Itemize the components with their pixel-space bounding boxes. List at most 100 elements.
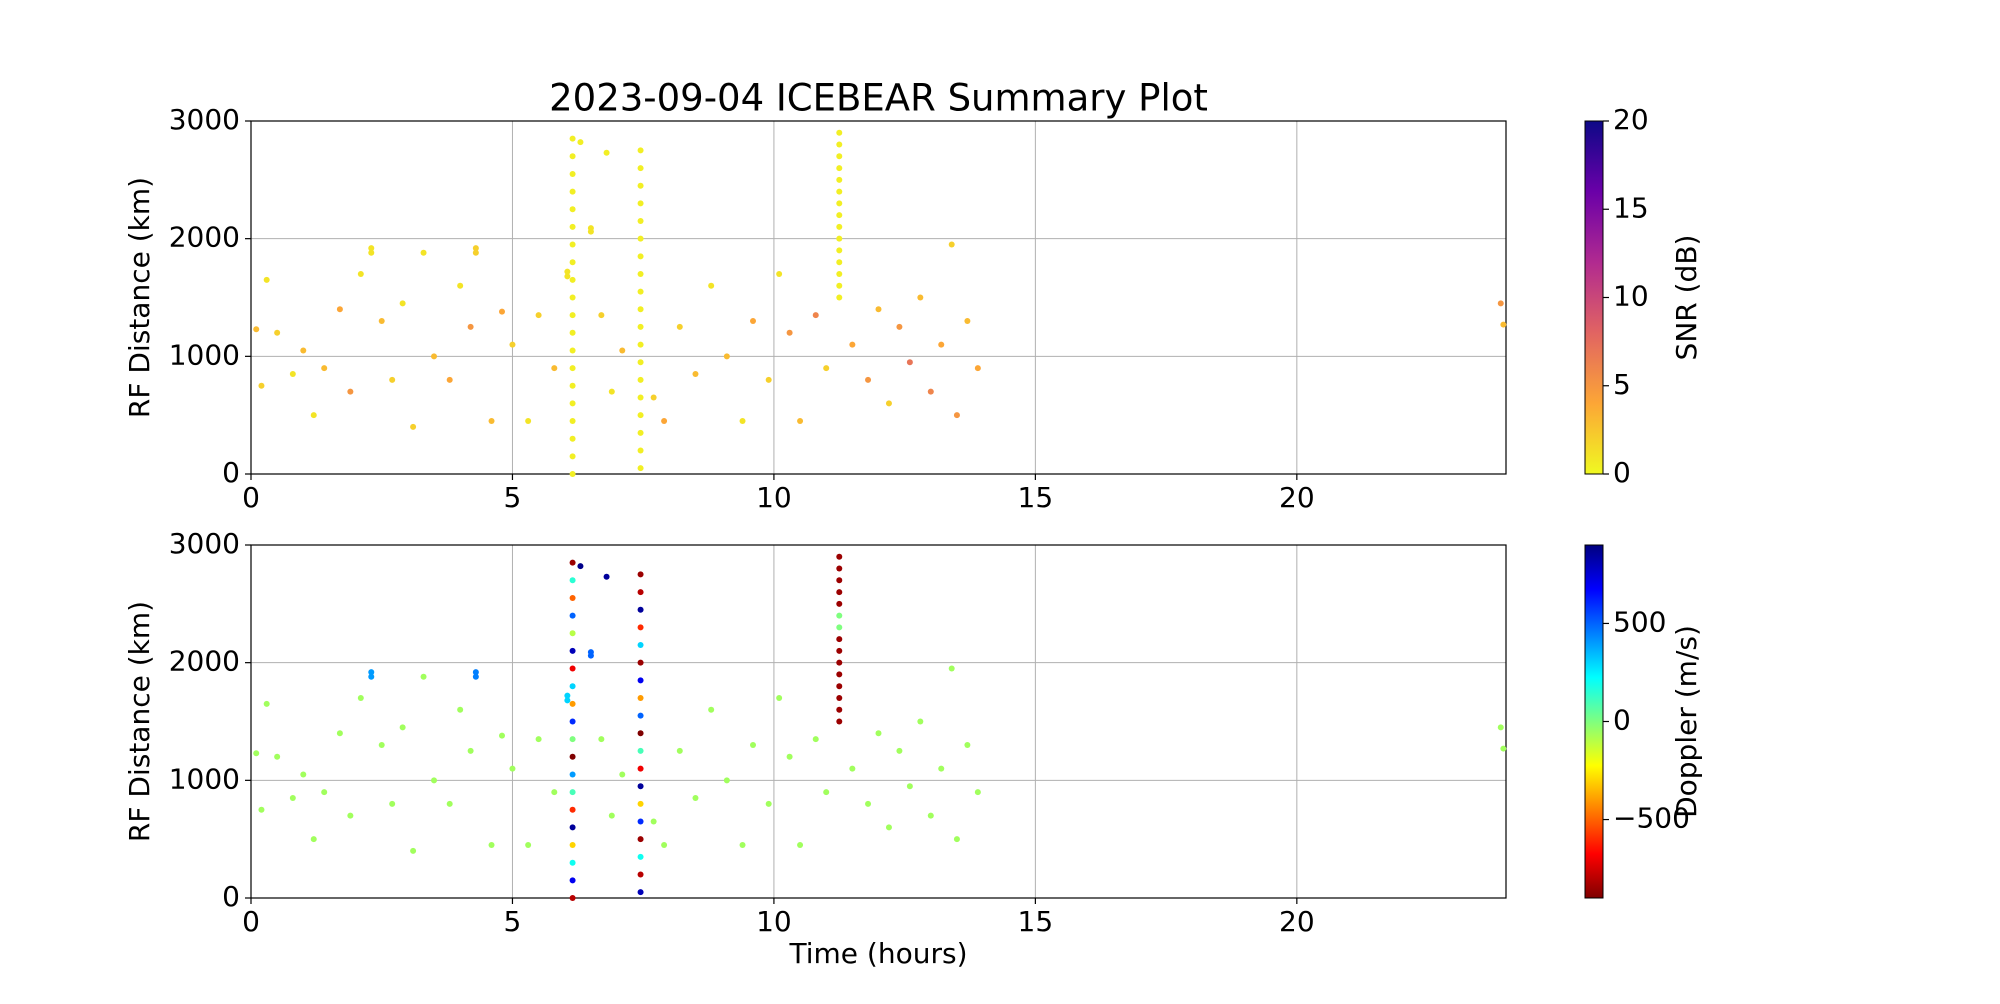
point [836, 200, 843, 207]
point [569, 329, 576, 336]
point [488, 418, 495, 425]
plot-frame [250, 120, 1507, 475]
point [569, 647, 576, 654]
point [865, 800, 872, 807]
colorbar-label: SNR (dB) [1670, 235, 1703, 361]
point [564, 692, 571, 699]
point [692, 794, 699, 801]
x-tick-label: 10 [756, 905, 792, 938]
point [765, 800, 772, 807]
point [357, 694, 364, 701]
point [896, 747, 903, 754]
point [525, 418, 532, 425]
point [637, 235, 644, 242]
point [836, 553, 843, 560]
point [637, 447, 644, 454]
point [836, 259, 843, 266]
point [637, 359, 644, 366]
point [420, 673, 427, 680]
point [964, 742, 971, 749]
point [431, 353, 438, 360]
point [836, 659, 843, 666]
point [569, 577, 576, 584]
point [274, 329, 281, 336]
point [637, 465, 644, 472]
point [776, 694, 783, 701]
y-axis-label: RF Distance (km) [123, 601, 156, 842]
point [836, 671, 843, 678]
point [347, 388, 354, 395]
point [410, 847, 417, 854]
point [836, 141, 843, 148]
colorbar-tick-label: 500 [1613, 605, 1666, 638]
point [569, 806, 576, 813]
point [569, 170, 576, 177]
point [535, 312, 542, 319]
point [499, 732, 505, 739]
point [637, 589, 644, 596]
point [750, 742, 756, 749]
x-tick-label: 0 [242, 481, 260, 514]
point [836, 706, 843, 713]
point [569, 718, 576, 725]
point [569, 382, 576, 389]
point [836, 223, 843, 230]
point [587, 649, 594, 656]
point [836, 577, 843, 584]
points [253, 553, 1507, 901]
colorbar-tick-label: 10 [1613, 280, 1649, 313]
point [472, 673, 479, 680]
point [865, 376, 872, 383]
point [917, 718, 924, 725]
point [637, 165, 644, 172]
panel: 0 1000 2000 3000 0 5 10 15 20 2023-09-04 ICEBEAR … [123, 77, 1703, 515]
point [786, 329, 793, 336]
point [896, 323, 903, 330]
point [569, 312, 576, 319]
point [569, 700, 576, 707]
point [964, 318, 971, 325]
chart-title: 2023-09-04 ICEBEAR Summary Plot [549, 77, 1208, 120]
point [564, 273, 571, 280]
plot-frame [250, 544, 1507, 899]
point [637, 871, 644, 878]
colorbar-tick-label: 5 [1613, 368, 1631, 401]
point [849, 765, 856, 772]
point [637, 889, 644, 896]
point [446, 376, 453, 383]
point [637, 659, 644, 666]
point [569, 259, 576, 266]
point [263, 700, 270, 707]
colorbar [1584, 544, 1604, 899]
point [637, 341, 644, 348]
point [569, 594, 576, 601]
point [637, 253, 644, 260]
colorbar-label: Doppler (m/s) [1670, 625, 1703, 818]
point [274, 753, 281, 760]
point [637, 606, 644, 613]
point [569, 347, 576, 354]
point [321, 365, 328, 372]
y-tick-label: 0 [222, 456, 240, 489]
point [927, 812, 934, 819]
point [569, 400, 576, 407]
point [598, 312, 605, 319]
point [637, 642, 644, 649]
x-tick-label: 20 [1279, 905, 1315, 938]
point [368, 245, 375, 252]
point [812, 312, 819, 319]
point [551, 365, 558, 372]
point [289, 794, 296, 801]
point [569, 241, 576, 248]
x-tick-label: 15 [1018, 905, 1054, 938]
point [289, 370, 296, 377]
point [849, 341, 856, 348]
point [1500, 321, 1507, 328]
x-tick-label: 10 [756, 481, 792, 514]
point [637, 818, 644, 825]
point [885, 824, 892, 831]
point [906, 359, 913, 366]
y-tick-label: 1000 [169, 338, 240, 371]
point [300, 771, 307, 778]
x-tick-label: 15 [1018, 481, 1054, 514]
